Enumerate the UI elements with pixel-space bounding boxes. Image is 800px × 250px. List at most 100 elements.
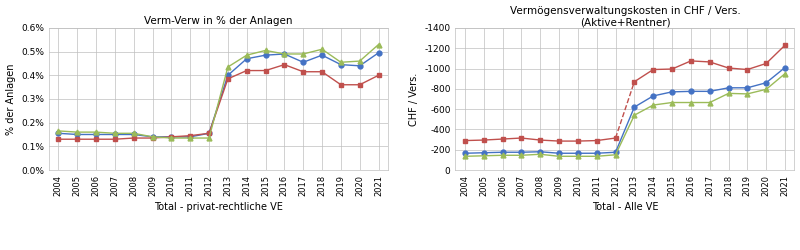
privat (460, 155, 470, 158)
privat (762, 88, 771, 91)
Total (129, 133, 138, 136)
privat (318, 48, 327, 51)
privat (261, 49, 270, 52)
Total (592, 152, 602, 155)
Total (517, 151, 526, 154)
Total (780, 66, 790, 69)
privat (355, 60, 365, 62)
Total (724, 86, 734, 89)
öff-recht (204, 132, 214, 135)
privat (724, 92, 734, 95)
privat (336, 61, 346, 64)
privat (517, 154, 526, 157)
privat (479, 154, 489, 157)
Line: öff-recht: öff-recht (56, 62, 381, 142)
Line: Total: Total (462, 65, 787, 156)
Total (498, 151, 507, 154)
Total (91, 133, 101, 136)
öff-recht (279, 63, 289, 66)
privat (610, 153, 620, 156)
Total (166, 135, 176, 138)
privat (705, 101, 714, 104)
Total (667, 90, 677, 93)
Total (535, 150, 545, 153)
Total (554, 152, 564, 155)
X-axis label: Total - Alle VE: Total - Alle VE (592, 202, 658, 211)
privat (374, 43, 383, 46)
Total (186, 135, 195, 138)
privat (242, 54, 251, 57)
privat (592, 155, 602, 158)
Line: Total: Total (56, 50, 381, 139)
privat (649, 104, 658, 106)
öff-recht (336, 83, 346, 86)
öff-recht (186, 134, 195, 137)
privat (279, 52, 289, 56)
Total (610, 151, 620, 154)
öff-recht (374, 74, 383, 77)
öff-recht (129, 136, 138, 140)
Total (148, 135, 158, 138)
Total (204, 132, 214, 135)
Legend: Total, öff-recht, privat: Total, öff-recht, privat (132, 248, 305, 250)
privat (91, 130, 101, 134)
Total (573, 152, 582, 155)
Total (705, 90, 714, 93)
öff-recht (54, 138, 63, 141)
Total (298, 61, 308, 64)
öff-recht (73, 138, 82, 141)
öff-recht (91, 138, 101, 141)
privat (630, 114, 639, 117)
Line: privat: privat (462, 71, 787, 159)
Title: Verm-Verw in % der Anlagen: Verm-Verw in % der Anlagen (144, 16, 293, 26)
öff-recht (318, 70, 327, 73)
Total (686, 90, 696, 93)
privat (110, 132, 120, 135)
privat (298, 52, 308, 56)
Line: privat: privat (56, 42, 381, 140)
Total (261, 54, 270, 57)
öff-recht (242, 69, 251, 72)
Total (742, 86, 752, 89)
privat (148, 135, 158, 138)
privat (742, 92, 752, 96)
Total (355, 64, 365, 67)
privat (186, 136, 195, 140)
öff-recht (298, 70, 308, 73)
privat (166, 136, 176, 140)
Total (336, 63, 346, 66)
Y-axis label: % der Anlagen: % der Anlagen (6, 63, 15, 135)
öff-recht (261, 69, 270, 72)
Y-axis label: CHF / Vers.: CHF / Vers. (409, 72, 418, 126)
Total (73, 133, 82, 136)
Total (630, 106, 639, 108)
privat (204, 136, 214, 140)
privat (129, 132, 138, 135)
Total (479, 151, 489, 154)
privat (554, 155, 564, 158)
Total (318, 54, 327, 57)
Total (649, 94, 658, 98)
Total (762, 81, 771, 84)
privat (54, 130, 63, 132)
privat (73, 130, 82, 134)
privat (780, 72, 790, 75)
Title: Vermögensverwaltungskosten in CHF / Vers.
(Aktive+Rentner): Vermögensverwaltungskosten in CHF / Vers… (510, 6, 740, 27)
Legend: Total, öff-recht, privat: Total, öff-recht, privat (538, 248, 711, 250)
privat (573, 155, 582, 158)
privat (667, 101, 677, 104)
X-axis label: Total - privat-rechtliche VE: Total - privat-rechtliche VE (154, 202, 283, 211)
privat (535, 153, 545, 156)
privat (223, 66, 233, 68)
Total (242, 57, 251, 60)
Total (374, 51, 383, 54)
privat (498, 154, 507, 157)
Total (54, 132, 63, 135)
öff-recht (110, 138, 120, 141)
Total (223, 74, 233, 77)
privat (686, 101, 696, 104)
öff-recht (166, 135, 176, 138)
öff-recht (223, 77, 233, 80)
öff-recht (355, 83, 365, 86)
Total (279, 52, 289, 56)
